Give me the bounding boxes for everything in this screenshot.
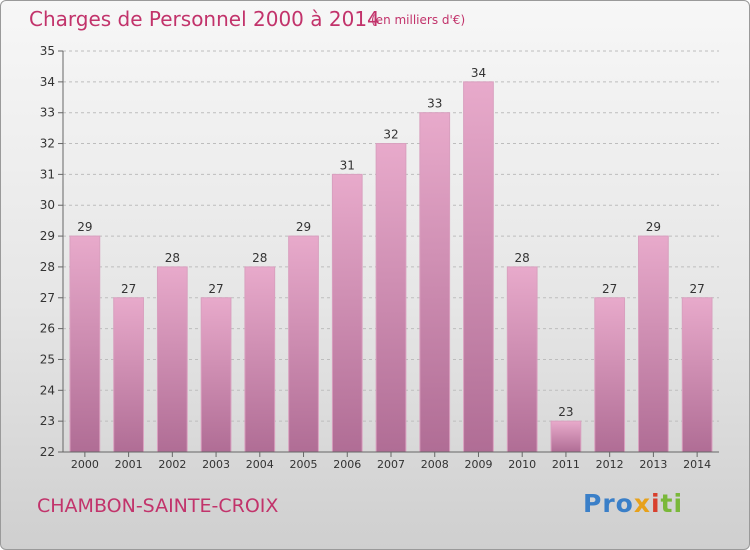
logo-part-2: x [633,489,651,518]
bar [594,297,626,453]
data-label: 23 [558,405,573,419]
bar [419,112,451,453]
y-tick-label: 26 [40,322,55,336]
bar [550,420,582,453]
x-tick-label: 2014 [683,458,711,471]
data-label: 28 [165,251,180,265]
y-tick-label: 30 [40,198,55,212]
bar [681,297,713,453]
x-tick-label: 2013 [639,458,667,471]
y-tick-label: 33 [40,106,55,120]
bar [113,297,144,453]
x-tick-label: 2009 [464,458,492,471]
x-tick-label: 2002 [158,458,186,471]
axes: 22 23 24 25 26 27 28 29 30 31 32 33 34 35 2000 2001 2002… [40,44,719,471]
x-tick-label: 2006 [333,458,361,471]
data-label: 29 [646,220,661,234]
x-tick-label: 2011 [552,458,580,471]
x-tick-label: 2000 [71,458,99,471]
data-label: 27 [689,282,704,296]
x-tick-label: 2012 [596,458,624,471]
bar [69,235,101,453]
x-tick-label: 2001 [115,458,143,471]
data-label: 27 [602,282,617,296]
data-label: 28 [252,251,267,265]
data-label: 29 [296,220,311,234]
y-tick-label: 23 [40,414,55,428]
data-label: 32 [383,128,398,142]
y-tick-label: 29 [40,229,55,243]
bar [506,266,538,453]
logo-part-1: Pro [583,489,634,518]
bar [244,266,276,453]
x-tick-label: 2007 [377,458,405,471]
data-label: 31 [340,158,355,172]
y-tick-label: 32 [40,137,55,151]
logo-part-4: ti [660,489,684,518]
chart-subtitle: (en milliers d'€) [371,13,466,27]
proxiti-logo[interactable]: Proxiti [583,489,683,518]
x-tick-label: 2008 [421,458,449,471]
bar [638,235,669,453]
y-tick-label: 34 [40,75,55,89]
y-tick-label: 31 [40,167,55,181]
x-tick-label: 2003 [202,458,230,471]
y-tick-label: 28 [40,260,55,274]
bar [375,143,407,453]
y-tick-label: 22 [40,445,55,459]
data-label: 29 [77,220,92,234]
x-tick-label: 2004 [246,458,274,471]
logo-part-3: i [650,489,661,518]
x-tick-label: 2010 [508,458,536,471]
y-tick-label: 27 [40,291,55,305]
y-tick-label: 25 [40,352,55,366]
bars: 29 27 28 27 28 29 31 32 33 34 28 23 27 29 27 [69,66,713,453]
bar [200,297,232,453]
bar [156,266,188,453]
data-label: 28 [515,251,530,265]
data-label: 27 [121,282,136,296]
bar [288,235,319,453]
y-tick-label: 35 [40,44,55,58]
data-label: 34 [471,66,486,80]
y-tick-label: 24 [40,383,55,397]
chart-title: Charges de Personnel 2000 à 2014 [29,7,380,31]
data-label: 27 [208,282,223,296]
bar [331,173,363,453]
bar [463,81,494,453]
x-tick-label: 2005 [290,458,318,471]
commune-name: CHAMBON-SAINTE-CROIX [37,495,279,517]
data-label: 33 [427,97,442,111]
